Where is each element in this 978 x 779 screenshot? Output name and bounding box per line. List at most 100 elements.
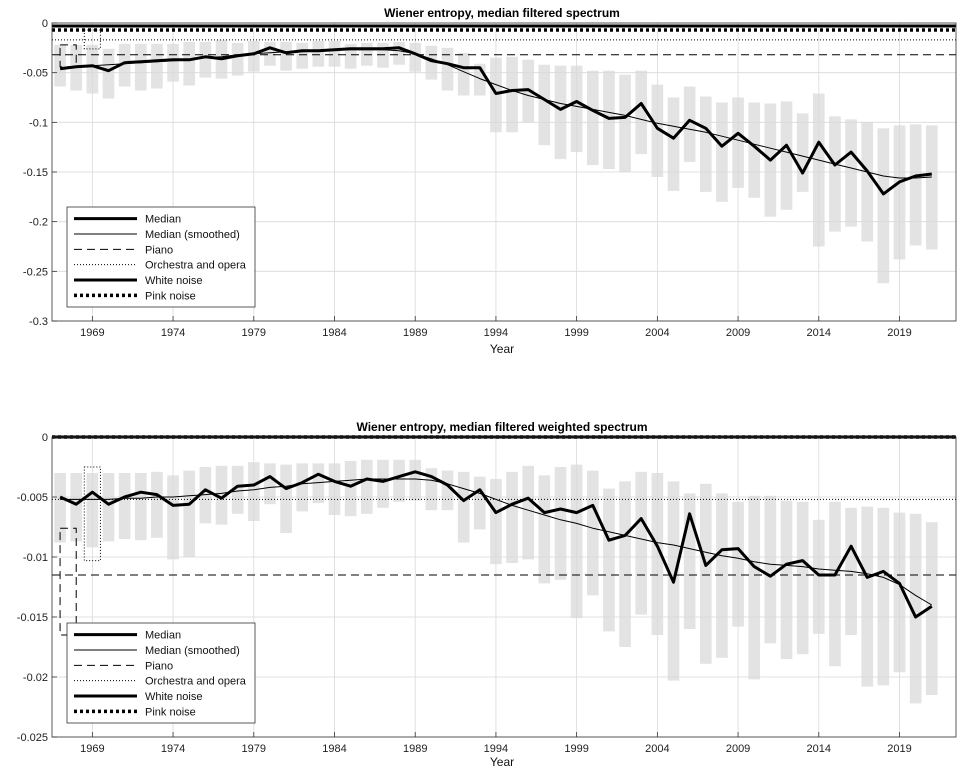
x-tick-label: 1984 bbox=[322, 743, 346, 755]
range-bar bbox=[603, 488, 615, 632]
range-bar bbox=[748, 102, 761, 198]
range-bar bbox=[909, 124, 922, 246]
range-bar bbox=[264, 463, 276, 505]
range-bar bbox=[538, 64, 551, 146]
legend-label: White noise bbox=[145, 691, 202, 703]
range-bar bbox=[925, 125, 938, 250]
range-bar bbox=[441, 470, 454, 511]
x-tick-label: 2014 bbox=[807, 743, 831, 755]
y-tick-label: 0 bbox=[42, 432, 48, 444]
legend-box bbox=[66, 622, 256, 724]
x-tick-label: 1974 bbox=[161, 327, 185, 339]
y-tick-label: -0.015 bbox=[17, 612, 48, 624]
legend-label: Piano bbox=[145, 244, 173, 256]
range-bar bbox=[861, 506, 874, 687]
range-bar bbox=[829, 116, 841, 232]
series-line bbox=[60, 49, 932, 179]
plot-area: 1969 1974 1979 1984 1989 1994 1999 2004 2009 2014… bbox=[17, 432, 957, 755]
range-bar bbox=[102, 48, 115, 99]
range-bar bbox=[151, 471, 163, 538]
range-bar bbox=[699, 96, 712, 192]
series-line bbox=[59, 46, 932, 196]
y-tick-label: -0.02 bbox=[23, 672, 48, 684]
range-bar bbox=[70, 473, 83, 542]
range-bar bbox=[231, 465, 244, 514]
range-bar bbox=[554, 65, 567, 160]
range-bar bbox=[845, 119, 857, 227]
x-axis-label: Year bbox=[490, 342, 514, 356]
range-bar bbox=[312, 40, 325, 67]
reference-range-box bbox=[83, 29, 101, 50]
range-bar bbox=[344, 461, 357, 517]
x-tick-label: 1979 bbox=[242, 327, 266, 339]
range-bar bbox=[296, 42, 309, 69]
series-line bbox=[59, 470, 933, 619]
x-tick-label: 2014 bbox=[807, 327, 831, 339]
x-tick-label: 1979 bbox=[242, 743, 266, 755]
range-bar bbox=[215, 465, 228, 525]
x-tick-label: 2009 bbox=[726, 327, 750, 339]
range-bar bbox=[118, 473, 131, 539]
range-bar bbox=[683, 493, 696, 629]
y-tick-label: -0.01 bbox=[23, 552, 48, 564]
range-bar bbox=[506, 471, 518, 563]
range-bar bbox=[909, 513, 922, 704]
legend-label: Median bbox=[145, 214, 181, 226]
range-bar bbox=[183, 41, 196, 86]
range-bar bbox=[54, 473, 66, 543]
x-tick-label: 1989 bbox=[403, 743, 427, 755]
reference-range-box bbox=[83, 466, 101, 562]
x-tick-label: 1989 bbox=[403, 327, 427, 339]
chart-top: 1969 1974 1979 1984 1989 1994 1999 2004 2009 2014… bbox=[23, 6, 957, 356]
range-bar bbox=[764, 495, 777, 644]
y-tick-label: -0.025 bbox=[17, 732, 48, 744]
x-tick-label: 1984 bbox=[322, 327, 346, 339]
range-bar bbox=[538, 475, 551, 584]
legend-label: Median (smoothed) bbox=[145, 645, 240, 657]
x-tick-label: 1999 bbox=[564, 327, 588, 339]
legend-box bbox=[66, 206, 256, 308]
x-tick-label: 2019 bbox=[887, 743, 911, 755]
range-bar bbox=[151, 43, 163, 89]
range-bar bbox=[473, 476, 486, 530]
x-axis-label: Year bbox=[490, 755, 514, 769]
range-bar bbox=[393, 41, 405, 65]
range-bar bbox=[683, 86, 696, 163]
range-bar bbox=[877, 507, 890, 686]
range-bar bbox=[183, 470, 196, 557]
range-bar bbox=[780, 101, 793, 210]
range-bar bbox=[619, 481, 631, 647]
chart-title: Wiener entropy, median filtered spectrum bbox=[384, 6, 620, 20]
range-bar bbox=[360, 459, 373, 514]
range-bar bbox=[877, 128, 890, 284]
y-tick-label: -0.25 bbox=[23, 266, 48, 278]
range-bar bbox=[199, 467, 212, 524]
range-bar bbox=[457, 471, 470, 543]
range-bar bbox=[425, 45, 438, 80]
x-tick-label: 1974 bbox=[161, 743, 185, 755]
range-bar bbox=[344, 43, 357, 69]
y-tick-label: -0.1 bbox=[29, 117, 48, 129]
range-bar bbox=[280, 41, 292, 71]
range-bar bbox=[441, 47, 454, 91]
range-bar bbox=[796, 501, 809, 655]
series-line bbox=[60, 478, 933, 606]
legend-label: White noise bbox=[145, 275, 202, 287]
x-tick-label: 2009 bbox=[726, 743, 750, 755]
x-tick-label: 1969 bbox=[80, 327, 104, 339]
legend-label: Orchestra and opera bbox=[145, 676, 247, 688]
range-bar bbox=[796, 113, 809, 192]
x-tick-label: 2004 bbox=[645, 743, 669, 755]
range-bar bbox=[134, 473, 147, 541]
y-tick-label: 0 bbox=[42, 18, 48, 30]
range-bar bbox=[586, 70, 599, 166]
range-bar bbox=[748, 495, 761, 680]
y-tick-label: -0.15 bbox=[23, 167, 48, 179]
range-bar bbox=[716, 102, 728, 202]
range-bar bbox=[635, 70, 648, 155]
range-bar bbox=[296, 463, 309, 512]
range-bar bbox=[280, 464, 292, 533]
y-tick-label: -0.3 bbox=[29, 316, 48, 328]
range-bar bbox=[635, 471, 648, 615]
